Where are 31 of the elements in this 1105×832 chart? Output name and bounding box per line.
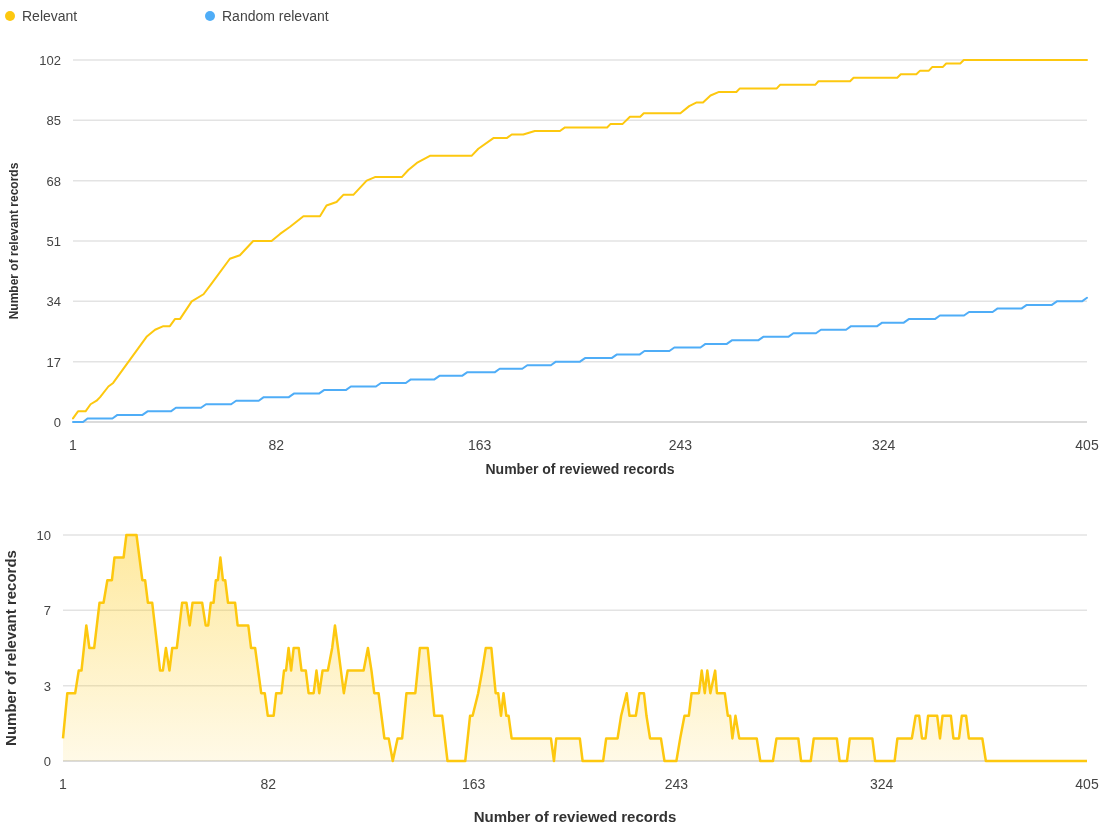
- x-tick-label: 405: [1075, 776, 1099, 792]
- y-axis-title: Number of relevant records: [2, 550, 19, 746]
- x-tick-label: 243: [664, 776, 689, 792]
- y-tick-label: 51: [46, 234, 61, 249]
- y-tick-label: 0: [53, 415, 61, 430]
- y-tick-label: 3: [43, 678, 51, 694]
- y-tick-label: 10: [36, 528, 51, 543]
- line-series: [72, 59, 1088, 420]
- x-tick-label: 82: [268, 437, 285, 453]
- y-tick-label: 85: [46, 113, 61, 129]
- legend-label: Random relevant: [222, 8, 329, 24]
- x-tick-label: 324: [872, 437, 896, 453]
- x-tick-label: 163: [461, 776, 486, 792]
- y-tick-label: 0: [43, 754, 51, 769]
- y-tick-label: 7: [43, 603, 51, 619]
- x-tick-label: 163: [467, 437, 492, 453]
- x-tick-label: 324: [870, 776, 894, 792]
- y-axis-title: Number of relevant records: [7, 162, 21, 320]
- line-series: [72, 296, 1088, 423]
- x-tick-label: 405: [1075, 437, 1099, 453]
- legend-label: Relevant: [22, 8, 78, 24]
- x-axis-title: Number of reviewed records: [473, 808, 677, 825]
- x-tick-label: 82: [260, 776, 277, 792]
- y-tick-label: 17: [46, 354, 61, 370]
- y-tick-label: 68: [46, 173, 61, 189]
- y-tick-label: 102: [39, 53, 61, 68]
- x-tick-label: 243: [668, 437, 693, 453]
- x-axis-title: Number of reviewed records: [485, 461, 675, 477]
- y-tick-label: 34: [46, 294, 61, 310]
- x-tick-label: 1: [69, 437, 78, 453]
- x-tick-label: 1: [59, 776, 68, 792]
